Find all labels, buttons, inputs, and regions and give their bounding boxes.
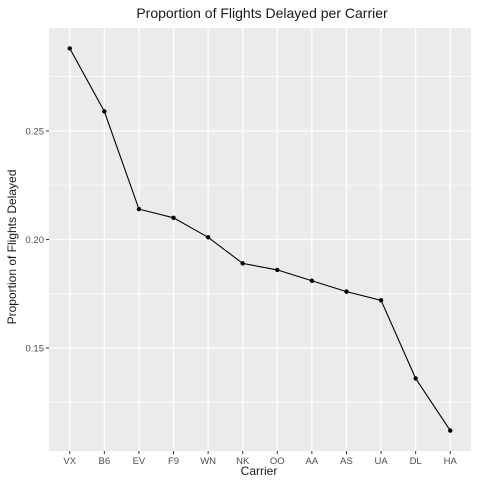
data-point-nk — [240, 261, 245, 266]
x-axis: VX B6 EV F9 WN NK OO AA AS UA DL HA — [63, 451, 458, 467]
data-point-ha — [448, 428, 453, 433]
y-axis: 0.15 0.20 0.25 — [26, 126, 49, 355]
data-point-wn — [205, 235, 211, 240]
x-tick-label-ha: HA — [444, 456, 458, 467]
data-point-dl — [413, 376, 418, 381]
y-tick-label: 0.20 — [26, 235, 45, 246]
x-axis-title: Carrier — [241, 464, 278, 478]
data-point-b6 — [102, 109, 107, 114]
y-axis-title: Proportion of Flights Delayed — [5, 170, 19, 325]
data-point-f9 — [171, 215, 176, 220]
x-tick-label-as: AS — [340, 456, 353, 467]
x-tick-label-dl: DL — [410, 456, 422, 467]
x-tick-label-ev: EV — [133, 456, 146, 467]
x-tick-label-oo: OO — [270, 456, 285, 467]
data-point-aa — [309, 278, 315, 283]
x-tick-label-nk: NK — [236, 456, 250, 467]
data-point-ua — [378, 298, 384, 303]
x-tick-label-vx: VX — [63, 456, 76, 467]
x-tick-label-wn: WN — [200, 456, 216, 467]
y-tick-label: 0.15 — [26, 344, 45, 355]
data-point-oo — [275, 267, 280, 273]
x-tick-label-b6: B6 — [99, 456, 111, 467]
y-tick-label: 0.25 — [26, 126, 45, 137]
x-tick-label-f9: F9 — [168, 456, 179, 467]
series-delay-proportion — [67, 46, 453, 433]
x-tick-label-ua: UA — [374, 456, 388, 467]
data-point-as — [344, 289, 349, 294]
grid-minor — [49, 76, 471, 403]
x-tick-label-aa: AA — [306, 456, 319, 467]
grid-major — [49, 28, 471, 451]
chart-title: Proportion of Flights Delayed per Carrie… — [136, 5, 388, 21]
data-point-ev — [136, 206, 142, 212]
series-line — [69, 48, 451, 431]
data-point-vx — [67, 46, 72, 51]
